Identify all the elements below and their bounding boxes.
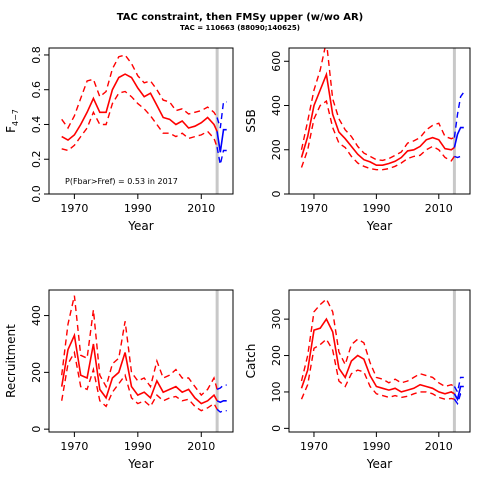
x-axis-label: Year xyxy=(127,457,153,471)
probability-annotation: P(Fbar>Fref) = 0.53 in 2017 xyxy=(65,177,178,186)
x-tick-label: 2010 xyxy=(425,202,453,215)
panels: 1970 1990 2010 0.0 0.2 0.4 0.6 0.8 Year F4−7 P(Fba… xyxy=(4,46,471,471)
plot-frame xyxy=(288,289,471,433)
plot-frame xyxy=(288,47,471,195)
history-upper-line xyxy=(61,295,218,397)
figure-title: TAC constraint, then FMSy upper (w/wo AR… xyxy=(117,12,364,23)
y-tick-label: 200 xyxy=(30,362,43,383)
x-tick-label: 1990 xyxy=(124,202,152,215)
projection-upper-line xyxy=(453,91,465,138)
x-axis-label: Year xyxy=(127,219,153,233)
x-tick-label: 1990 xyxy=(362,202,390,215)
y-tick-label: 0 xyxy=(30,426,43,433)
x-tick-label: 1990 xyxy=(124,440,152,453)
x-axis-label: Year xyxy=(366,219,392,233)
projection-lower-line xyxy=(216,408,227,413)
history-mid-line xyxy=(61,73,218,142)
y-tick-label: 0 xyxy=(270,191,283,198)
history-lower-line xyxy=(61,90,218,152)
x-tick-label: 2010 xyxy=(425,440,453,453)
y-tick-label: 200 xyxy=(270,345,283,366)
x-tick-label: 2010 xyxy=(187,202,215,215)
panel-catch: 1970 1990 2010 0 100 200 300 Year Catch xyxy=(244,289,471,471)
x-tick-label: 1970 xyxy=(60,440,88,453)
projection-lower-line xyxy=(453,393,464,406)
y-axis-label-sub: 4−7 xyxy=(11,109,20,126)
projection-lower-line xyxy=(454,155,464,159)
x-tick-label: 1970 xyxy=(300,202,328,215)
panel-fbar: 1970 1990 2010 0.0 0.2 0.4 0.6 0.8 Year F4−7 P(Fba… xyxy=(4,46,234,233)
history-mid-line xyxy=(300,317,455,395)
history-mid-line xyxy=(300,71,455,166)
panel-recruitment: 1970 1990 2010 0 200 400 Year Recruitment xyxy=(4,289,234,471)
history-lower-line xyxy=(61,350,218,412)
projection-lower-line xyxy=(216,146,227,165)
history-upper-line xyxy=(300,297,455,388)
x-tick-label: 2010 xyxy=(187,440,215,453)
projection-mid-line xyxy=(216,399,227,404)
y-tick-label: 600 xyxy=(270,51,283,72)
panel-ssb: 1970 1990 2010 0 200 400 600 Year SSB xyxy=(244,47,471,233)
y-tick-label: 0.6 xyxy=(30,81,43,99)
history-lower-line xyxy=(300,338,455,400)
y-tick-label: 100 xyxy=(270,381,283,402)
y-tick-label: 300 xyxy=(270,309,283,330)
x-tick-label: 1990 xyxy=(362,440,390,453)
y-tick-label: 0 xyxy=(270,425,283,432)
y-axis-label-main: F xyxy=(4,126,18,133)
y-axis-label: Recruitment xyxy=(4,324,18,398)
x-tick-label: 1970 xyxy=(300,440,328,453)
y-tick-label: 0.2 xyxy=(30,150,43,168)
series-group xyxy=(300,297,464,406)
projection-upper-line xyxy=(216,384,227,391)
x-tick-label: 1970 xyxy=(60,202,88,215)
history-upper-line xyxy=(300,48,455,162)
plot-frame xyxy=(48,289,234,433)
history-mid-line xyxy=(60,332,218,405)
y-tick-label: 200 xyxy=(270,139,283,160)
y-tick-label: 0.8 xyxy=(30,46,43,64)
series-group xyxy=(61,54,227,165)
x-axis-label: Year xyxy=(366,457,392,471)
y-tick-label: 400 xyxy=(270,95,283,116)
plot-frame xyxy=(48,47,234,195)
series-group xyxy=(300,48,465,171)
projection-mid-line xyxy=(453,126,464,148)
history-upper-line xyxy=(61,54,218,130)
y-tick-label: 0.4 xyxy=(30,116,43,134)
y-tick-label: 400 xyxy=(30,305,43,326)
y-axis-label: F4−7 xyxy=(4,109,20,133)
series-group xyxy=(60,295,227,413)
y-tick-label: 0.0 xyxy=(30,185,43,203)
projection-upper-line xyxy=(216,101,227,129)
history-lower-line xyxy=(300,99,455,171)
projection-mid-line xyxy=(216,128,227,153)
projection-upper-line xyxy=(453,376,464,394)
figure-subtitle: TAC = 110663 (88090;140625) xyxy=(180,24,300,32)
y-axis-label: SSB xyxy=(244,109,258,132)
projection-mid-line xyxy=(453,385,464,402)
y-axis-label: Catch xyxy=(244,344,258,379)
